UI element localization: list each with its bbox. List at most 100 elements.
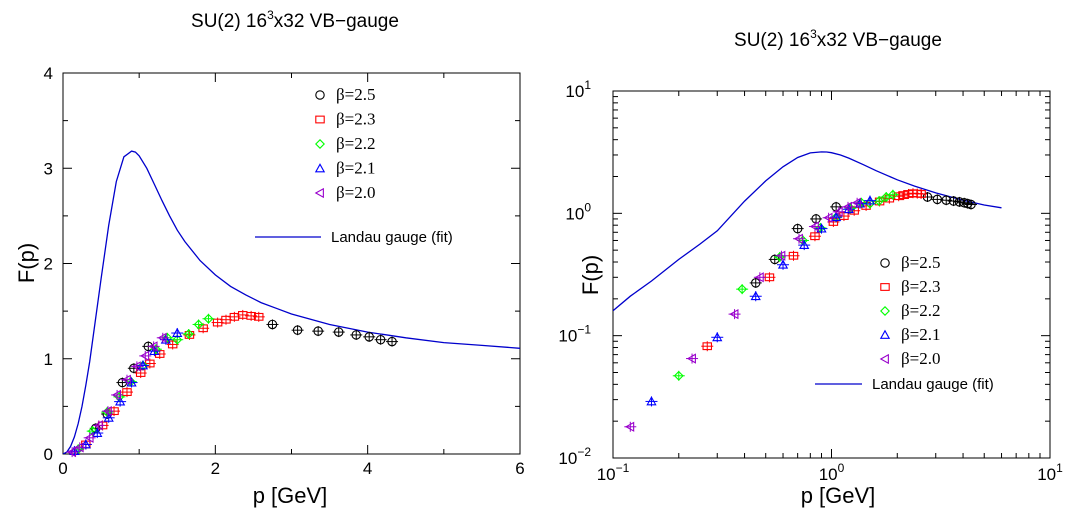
data-point: [129, 363, 139, 374]
y-tick-label: 4: [44, 64, 53, 83]
y-tick-label: 101: [565, 78, 591, 101]
x-axis-label: p [GeV]: [801, 483, 876, 508]
data-point: [816, 223, 827, 233]
legend-marker: [879, 329, 891, 339]
data-point: [126, 377, 137, 387]
data-point: [624, 421, 635, 432]
chart-title-rest: x32 VB−gauge: [274, 11, 399, 32]
data-point: [114, 396, 126, 406]
data-point: [833, 206, 843, 217]
legend-entry-label: β=2.0: [336, 183, 376, 202]
y-tick-label: 1: [44, 350, 53, 369]
y-tick-label-sup: −2: [577, 445, 591, 459]
data-point: [172, 327, 183, 337]
legend-marker: [314, 163, 326, 173]
data-point: [137, 360, 149, 370]
data-point: [351, 330, 361, 340]
legend-entry-label: β=2.3: [336, 110, 376, 129]
series-1: [701, 188, 928, 352]
data-point: [364, 332, 374, 342]
y-axis-label: F(p): [578, 255, 603, 295]
y-tick-label-base: 10: [558, 449, 577, 468]
data-point: [864, 195, 876, 205]
legend-marker: [315, 90, 325, 100]
data-point: [777, 259, 789, 269]
chart-title-sup: 3: [267, 8, 274, 22]
y-tick-label: 100: [565, 200, 591, 223]
y-tick-label: 10−1: [558, 323, 591, 346]
data-point: [702, 342, 713, 351]
y-tick-label-base: 10: [558, 327, 577, 346]
data-point: [959, 198, 969, 208]
data-point: [139, 350, 150, 362]
data-point: [74, 442, 84, 453]
x-tick-label: 2: [211, 459, 220, 478]
data-point: [729, 308, 739, 320]
data-point: [737, 284, 748, 295]
data-point: [810, 232, 820, 241]
legend-marker: [880, 306, 890, 316]
legend-marker: [315, 115, 325, 124]
data-point: [131, 361, 141, 372]
legend-marker: [880, 283, 890, 291]
fit-curve-line: [63, 150, 520, 454]
data-point: [799, 239, 810, 250]
legend-entry-label: β=2.1: [901, 325, 941, 344]
x-tick-label: 6: [515, 459, 524, 478]
data-point: [122, 388, 132, 396]
data-point: [292, 325, 303, 335]
y-tick-label-sup: 0: [584, 200, 591, 214]
chart-title: SU(2) 163x32 VB−gauge: [734, 27, 942, 51]
data-point: [792, 223, 803, 234]
y-tick-label-sup: 1: [584, 78, 591, 92]
data-point: [103, 412, 114, 422]
data-point: [333, 327, 344, 337]
data-point: [193, 319, 204, 330]
legend-marker: [315, 139, 325, 149]
data-point: [160, 334, 171, 344]
legend-entry-label: β=2.2: [901, 301, 941, 320]
y-tick-label: 0: [44, 445, 53, 464]
x-tick-label: 0: [58, 459, 67, 478]
data-point: [788, 251, 799, 260]
data-point: [246, 311, 256, 320]
x-tick-label: 10−1: [597, 461, 630, 484]
data-point: [898, 191, 909, 199]
data-point: [203, 313, 214, 324]
data-point: [121, 374, 131, 385]
data-point: [148, 341, 158, 352]
legend-marker: [880, 258, 890, 268]
data-point: [162, 332, 173, 343]
data-point: [948, 196, 959, 206]
x-tick-label-base: 10: [819, 465, 838, 484]
data-point: [793, 233, 803, 244]
x-tick-label-sup: 1: [1056, 461, 1063, 475]
chart-title-base: SU(2) 16: [191, 11, 267, 32]
series-1: [79, 309, 265, 450]
plot-frame: [612, 90, 1051, 459]
y-tick-label: 10−2: [558, 445, 591, 468]
y-tick-label: 2: [44, 255, 53, 274]
data-point: [932, 194, 943, 205]
data-point: [754, 272, 764, 283]
data-point: [111, 389, 121, 401]
series-4: [66, 332, 169, 458]
series-0: [749, 191, 978, 288]
legend-entry-label: β=2.0: [901, 349, 941, 368]
data-point: [770, 254, 780, 265]
data-point: [941, 195, 951, 205]
data-point: [916, 190, 926, 198]
fit-curve-line: [613, 151, 1002, 312]
y-tick-label-base: 10: [565, 82, 584, 101]
x-tick-label: 100: [819, 461, 845, 484]
data-point: [92, 427, 103, 437]
y-tick-label-base: 10: [565, 204, 584, 223]
data-point: [830, 211, 842, 222]
data-point: [686, 353, 696, 364]
x-tick-label-sup: 0: [838, 461, 845, 475]
legend-marker: [879, 353, 889, 365]
data-point: [809, 221, 819, 232]
x-tick-label-base: 10: [597, 465, 616, 484]
